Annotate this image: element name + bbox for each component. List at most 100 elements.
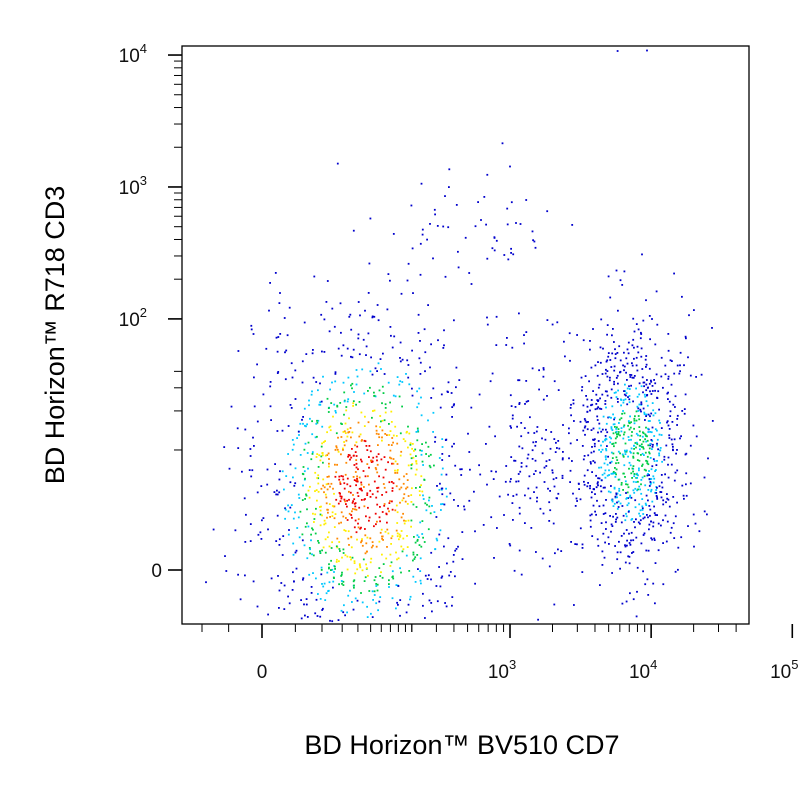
event-point bbox=[680, 536, 683, 539]
event-point bbox=[453, 442, 455, 445]
event-point bbox=[609, 296, 612, 299]
event-point bbox=[262, 517, 265, 519]
event-point bbox=[419, 579, 422, 582]
event-point bbox=[356, 480, 359, 483]
event-point bbox=[583, 483, 586, 486]
event-point bbox=[287, 425, 290, 427]
event-point bbox=[447, 381, 450, 384]
event-point bbox=[681, 295, 683, 298]
event-point bbox=[448, 168, 451, 171]
event-point bbox=[317, 540, 319, 542]
event-point bbox=[335, 446, 338, 449]
event-point bbox=[626, 483, 629, 486]
event-point bbox=[283, 584, 286, 587]
event-point bbox=[380, 528, 383, 531]
event-point bbox=[346, 477, 349, 480]
event-point bbox=[340, 497, 343, 500]
event-point bbox=[587, 482, 589, 484]
event-point bbox=[572, 402, 575, 405]
event-point bbox=[352, 348, 355, 351]
event-point bbox=[391, 462, 393, 465]
event-point bbox=[253, 445, 255, 447]
event-point bbox=[405, 487, 407, 490]
event-point bbox=[596, 399, 599, 401]
event-point bbox=[334, 449, 337, 451]
event-point bbox=[659, 422, 661, 424]
event-point bbox=[269, 385, 272, 388]
event-point bbox=[373, 480, 376, 483]
event-point bbox=[375, 496, 378, 499]
event-point bbox=[546, 319, 549, 321]
event-point bbox=[278, 302, 281, 304]
event-point bbox=[642, 407, 645, 410]
event-point bbox=[452, 404, 455, 407]
event-point bbox=[390, 421, 393, 423]
event-point bbox=[635, 419, 638, 422]
event-point bbox=[338, 478, 341, 481]
event-point bbox=[474, 582, 476, 585]
event-point bbox=[649, 443, 652, 446]
event-point bbox=[319, 401, 322, 404]
event-point bbox=[682, 494, 685, 497]
event-point bbox=[399, 534, 402, 537]
event-point bbox=[249, 523, 252, 525]
event-point bbox=[610, 396, 613, 399]
event-point bbox=[491, 247, 494, 250]
event-point bbox=[357, 522, 359, 525]
event-point bbox=[655, 495, 658, 497]
event-point bbox=[377, 444, 379, 446]
event-point bbox=[461, 558, 464, 560]
event-point bbox=[613, 486, 616, 489]
event-point bbox=[389, 279, 391, 282]
event-point bbox=[416, 390, 418, 393]
event-point bbox=[281, 554, 284, 556]
event-point bbox=[604, 541, 606, 544]
event-point bbox=[353, 454, 355, 457]
event-point bbox=[344, 614, 346, 617]
event-point bbox=[373, 590, 376, 593]
event-point bbox=[360, 458, 362, 461]
event-point bbox=[615, 518, 617, 521]
event-point bbox=[514, 459, 517, 462]
event-point bbox=[378, 436, 381, 439]
event-point bbox=[629, 592, 631, 595]
event-point bbox=[363, 580, 366, 582]
event-point bbox=[638, 418, 641, 421]
event-point bbox=[427, 304, 429, 306]
event-point bbox=[629, 374, 631, 376]
event-point bbox=[237, 573, 239, 576]
event-point bbox=[597, 406, 599, 409]
event-point bbox=[367, 332, 370, 335]
event-point bbox=[322, 441, 325, 444]
event-point bbox=[625, 497, 628, 500]
event-point bbox=[638, 430, 641, 433]
event-point bbox=[628, 467, 630, 470]
event-point bbox=[620, 535, 623, 537]
event-point bbox=[631, 552, 633, 554]
event-point bbox=[434, 548, 436, 551]
event-point bbox=[340, 609, 343, 612]
event-point bbox=[430, 551, 433, 554]
event-point bbox=[605, 528, 607, 530]
event-point bbox=[325, 502, 328, 505]
event-point bbox=[642, 447, 645, 450]
event-point bbox=[296, 437, 298, 439]
event-point bbox=[648, 452, 651, 455]
event-point bbox=[687, 356, 689, 359]
event-point bbox=[474, 530, 476, 533]
event-point bbox=[376, 503, 379, 506]
event-point bbox=[586, 485, 589, 488]
event-point bbox=[576, 334, 578, 336]
event-point bbox=[656, 438, 659, 441]
event-point bbox=[531, 367, 534, 370]
event-point bbox=[650, 393, 653, 395]
event-point bbox=[317, 490, 320, 493]
event-point bbox=[597, 481, 599, 484]
event-point bbox=[449, 492, 452, 495]
event-point bbox=[630, 438, 632, 441]
event-point bbox=[644, 502, 647, 505]
event-point bbox=[507, 493, 509, 496]
event-point bbox=[270, 577, 273, 580]
event-point bbox=[355, 480, 358, 482]
event-point bbox=[345, 517, 347, 519]
